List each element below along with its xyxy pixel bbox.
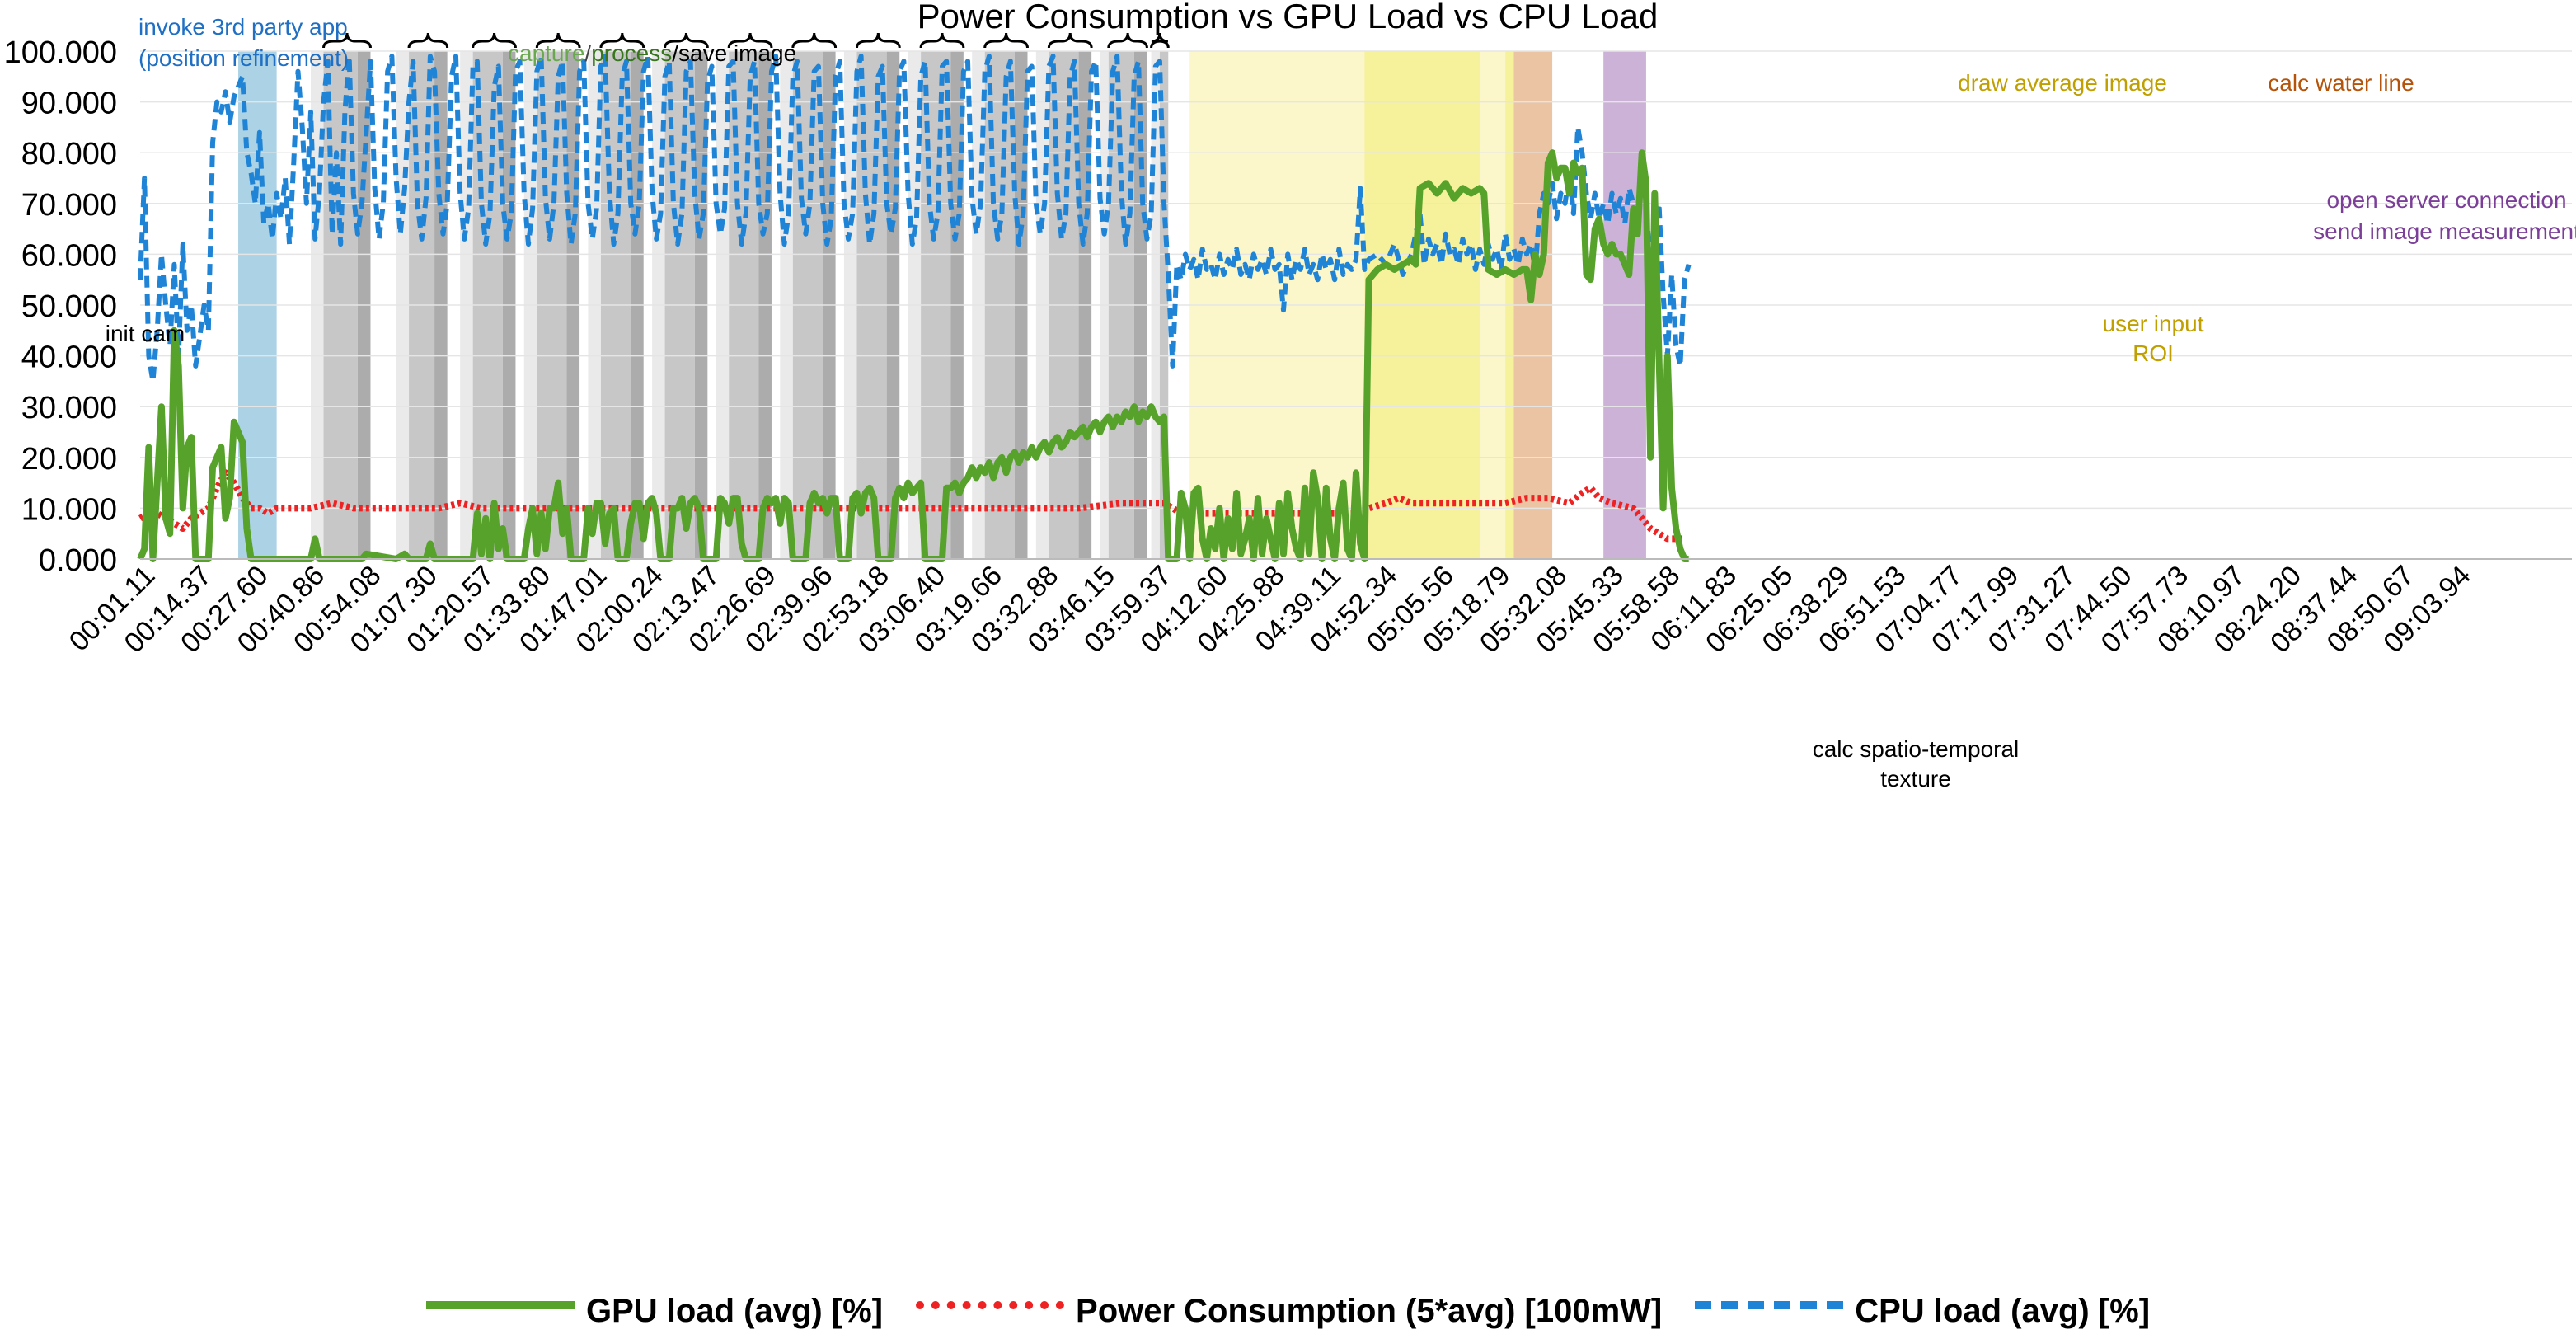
phase-braces xyxy=(322,32,1170,49)
brace xyxy=(855,32,901,49)
annotation-label: send image measurement xyxy=(2313,218,2576,244)
brace xyxy=(535,32,581,49)
brace xyxy=(1150,32,1170,49)
brace xyxy=(791,32,838,49)
brace xyxy=(599,32,645,49)
legend-swatch-cpu xyxy=(1695,1301,1844,1321)
y-tick-label: 30.000 xyxy=(21,391,117,425)
brace xyxy=(983,32,1029,49)
legend-label-power: Power Consumption (5*avg) [100mW] xyxy=(1076,1292,1663,1329)
legend-item-cpu: CPU load (avg) [%] xyxy=(1695,1293,2150,1330)
annotations: invoke 3rd party app (position refinement… xyxy=(106,14,2576,792)
brace xyxy=(322,32,372,49)
annotation-part: /save image xyxy=(672,40,796,66)
legend-label-gpu: GPU load (avg) [%] xyxy=(585,1292,884,1329)
annotation-label: user input xyxy=(2103,311,2204,336)
series-line-cpu xyxy=(138,54,1692,384)
annotation-label: ROI xyxy=(2133,341,2174,366)
y-tick-label: 0.000 xyxy=(39,543,117,578)
brace xyxy=(1047,32,1093,49)
annotation-label: open server connection xyxy=(2326,187,2566,213)
brace xyxy=(727,32,773,49)
annotation-part: / xyxy=(584,40,591,66)
brace xyxy=(407,32,449,49)
annotation-part: capture xyxy=(508,40,584,66)
annotation-label: init cam xyxy=(106,321,185,346)
y-tick-label: 50.000 xyxy=(21,289,117,324)
annotation-label: (position refinement) xyxy=(138,45,349,71)
annotation-label: calc spatio-temporal xyxy=(1813,736,2020,762)
annotation-label: draw average image xyxy=(1958,70,2167,96)
y-tick-label: 80.000 xyxy=(21,137,117,171)
legend-swatch-gpu xyxy=(425,1301,575,1321)
annotation-label: invoke 3rd party app xyxy=(138,14,348,40)
brace xyxy=(1107,32,1148,49)
chart-title: Power Consumption vs GPU Load vs CPU Loa… xyxy=(917,0,1659,35)
annotation-capture-process-save: capture/process/save image xyxy=(508,40,796,66)
legend-item-gpu: GPU load (avg) [%] xyxy=(425,1292,884,1330)
y-tick-label: 20.000 xyxy=(21,442,117,477)
legend: GPU load (avg) [%] Power Consumption (5*… xyxy=(0,1286,2576,1336)
brace xyxy=(472,32,517,49)
series-line-gpu xyxy=(137,149,1689,562)
y-tick-label: 10.000 xyxy=(21,492,117,527)
legend-label-cpu: CPU load (avg) [%] xyxy=(1855,1292,2151,1329)
annotation-part: process xyxy=(591,40,672,66)
legend-swatch-power xyxy=(916,1301,1065,1321)
y-tick-label: 90.000 xyxy=(21,87,117,121)
brace xyxy=(919,32,965,49)
y-tick-label: 100.000 xyxy=(4,35,117,70)
annotation-label: texture xyxy=(1880,766,1951,792)
brace xyxy=(664,32,709,49)
annotation-label: calc water line xyxy=(2268,70,2414,96)
series-lines xyxy=(137,54,1692,562)
y-tick-label: 70.000 xyxy=(21,188,117,223)
legend-item-power: Power Consumption (5*avg) [100mW] xyxy=(916,1293,1662,1330)
y-tick-label: 40.000 xyxy=(21,341,117,375)
y-tick-label: 60.000 xyxy=(21,238,117,273)
